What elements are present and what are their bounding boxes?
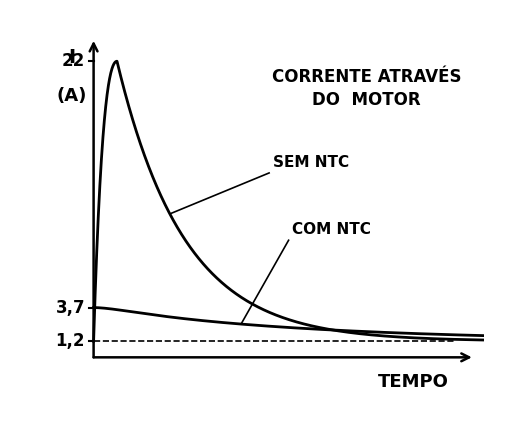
Text: 1,2: 1,2	[56, 332, 85, 350]
Text: DO  MOTOR: DO MOTOR	[313, 91, 421, 109]
Text: (A): (A)	[57, 88, 87, 106]
Text: TEMPO: TEMPO	[378, 374, 449, 392]
Text: CORRENTE ATRAVÉS: CORRENTE ATRAVÉS	[272, 68, 461, 86]
Text: I: I	[69, 48, 76, 66]
Text: 22: 22	[62, 52, 85, 70]
Text: COM NTC: COM NTC	[292, 222, 371, 237]
Text: 3,7: 3,7	[56, 299, 85, 317]
Text: SEM NTC: SEM NTC	[273, 155, 349, 170]
